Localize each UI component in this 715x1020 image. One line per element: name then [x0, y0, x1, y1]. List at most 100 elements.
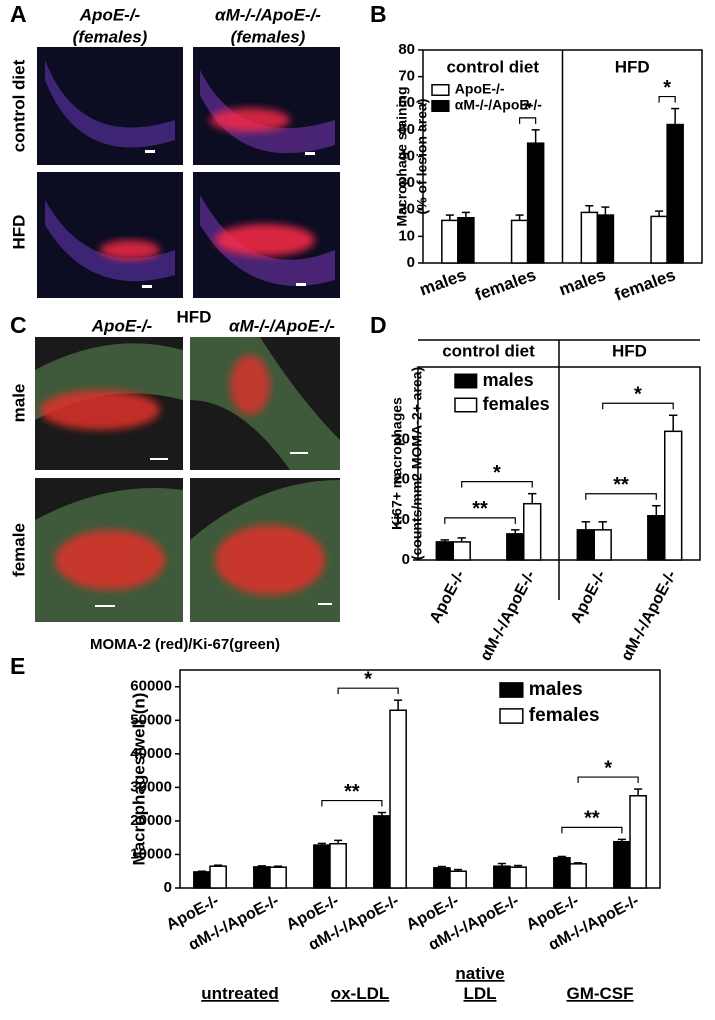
y-axis-label: Macrophages/well (n): [129, 693, 148, 866]
y-axis-label: Macrophage staining: [394, 86, 410, 226]
x-tick-label: females: [612, 265, 678, 305]
bar: [650, 215, 668, 264]
bar: [647, 515, 666, 561]
row-label: control diet: [9, 59, 28, 152]
x-tick-label: males: [417, 265, 469, 299]
error-bar: [515, 214, 524, 221]
error-bar: [197, 870, 206, 872]
y-axis-label: Ki67+ macrophages: [389, 397, 405, 530]
significance-label: *: [634, 384, 642, 406]
bar: [576, 529, 596, 561]
bar: [389, 709, 407, 889]
error-bar: [531, 129, 540, 144]
y-tick-label: 80: [398, 41, 415, 58]
significance-bracket: [519, 117, 537, 124]
y-tick-label: 30: [398, 174, 415, 191]
significance-label: *: [663, 77, 671, 99]
micrograph: [193, 47, 340, 165]
bar: [629, 795, 647, 889]
legend-label: ApoE-/-: [455, 81, 505, 97]
section-label: control diet: [442, 341, 535, 360]
error-bar: [440, 539, 450, 542]
group-label: ox-LDL: [331, 984, 390, 1003]
error-bar: [461, 211, 470, 218]
significance-bracket: [577, 776, 639, 784]
y-tick-label: 0: [407, 254, 415, 271]
micrograph: [37, 47, 183, 165]
y-tick-label: 10000: [130, 845, 172, 862]
error-bar: [581, 521, 591, 530]
significance-bracket: [321, 799, 383, 807]
x-tick-label: females: [473, 265, 539, 305]
error-bar: [257, 865, 266, 867]
group-label: untreated: [201, 984, 278, 1003]
legend-label: males: [529, 679, 583, 700]
error-bar: [317, 842, 326, 846]
legend-swatch: [454, 373, 478, 389]
significance-label: **: [584, 808, 600, 830]
x-tick-label: ApoE-/-: [427, 568, 469, 626]
significance-label: *: [524, 98, 532, 120]
y-tick-label: 10: [393, 511, 410, 528]
bar: [553, 857, 571, 889]
bar: [593, 529, 612, 561]
y-tick-label: 70: [398, 68, 415, 85]
micrograph: [190, 337, 340, 470]
legend-label: αM-/-/ApoE-/-: [455, 97, 542, 113]
y-tick-label: 0: [402, 551, 410, 568]
error-bar: [655, 210, 664, 217]
bar: [510, 219, 529, 264]
bar: [329, 842, 347, 889]
error-bar: [617, 838, 626, 842]
y-tick-label: 20: [398, 201, 415, 218]
bar: [441, 219, 459, 264]
error-bar: [527, 492, 537, 504]
error-bar: [214, 864, 223, 867]
bar: [569, 863, 587, 889]
row-label: female: [9, 523, 28, 577]
bar: [596, 214, 615, 264]
error-bar: [511, 529, 520, 534]
panel-letter: A: [10, 1, 27, 27]
panel-letter: B: [370, 1, 387, 27]
column-header: αM-/-/ApoE-/-: [229, 316, 335, 335]
bar: [666, 123, 684, 264]
y-tick-label: 0: [164, 879, 172, 896]
significance-bracket: [658, 95, 676, 103]
y-tick-label: 10: [398, 227, 415, 244]
error-bar: [394, 699, 403, 711]
error-bar: [585, 205, 594, 213]
caption: MOMA-2 (red)/Ki-67(green): [90, 636, 280, 653]
column-header: αM-/-/ApoE-/-: [215, 5, 321, 24]
micrograph: [35, 337, 183, 470]
column-header: ApoE-/-: [91, 316, 153, 335]
group-label: native LDL: [455, 964, 504, 1003]
bar: [506, 533, 525, 561]
panel-letter: E: [10, 653, 25, 679]
y-tick-label: 60: [398, 94, 415, 111]
y-tick-label: 50: [398, 121, 415, 138]
error-bar: [601, 206, 610, 216]
bar: [580, 211, 599, 264]
bar: [253, 866, 271, 889]
legend-swatch: [499, 682, 524, 698]
x-tick-label: αM-/-/ApoE-/-: [477, 568, 539, 664]
error-bar: [652, 504, 661, 516]
y-tick-label: 50000: [130, 711, 172, 728]
significance-label: *: [364, 668, 372, 690]
significance-label: **: [344, 781, 360, 803]
significance-label: **: [472, 498, 488, 520]
legend-label: males: [483, 370, 534, 390]
bar: [435, 541, 454, 561]
y-tick-label: 40000: [130, 745, 172, 762]
significance-bracket: [337, 687, 399, 695]
error-bar: [274, 865, 283, 868]
error-bar: [671, 107, 680, 125]
error-bar: [437, 865, 446, 868]
bar: [509, 866, 527, 889]
group-label: GM-CSF: [566, 984, 633, 1003]
x-tick-label: αM-/-/ApoE-/-: [618, 568, 680, 664]
bar: [493, 865, 511, 889]
column-note: (females): [73, 27, 148, 46]
